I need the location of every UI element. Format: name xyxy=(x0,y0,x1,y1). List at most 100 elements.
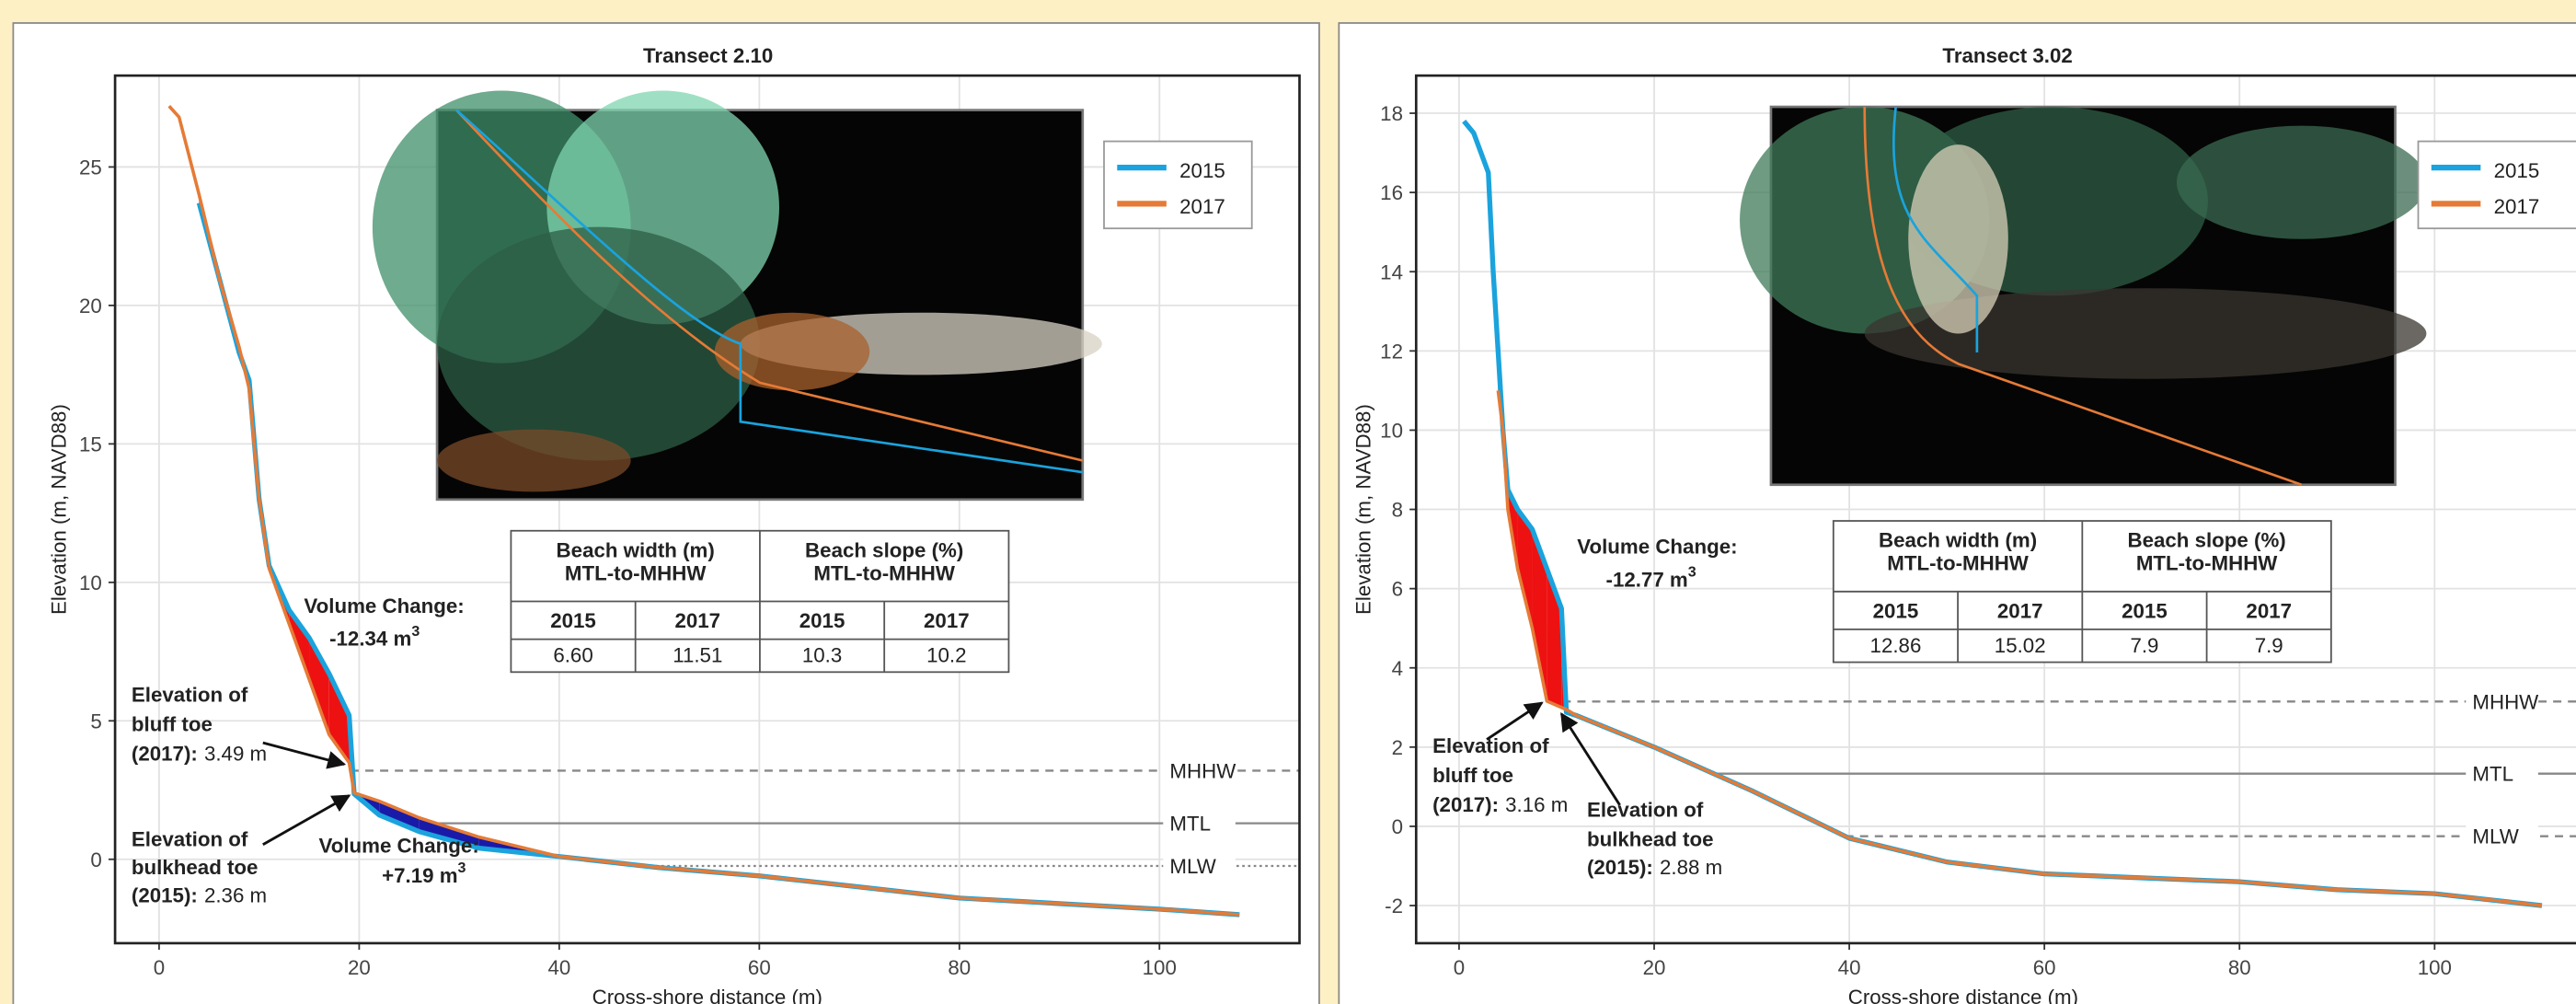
x-tick-label: 60 xyxy=(748,956,771,979)
legend-box xyxy=(1104,142,1252,229)
y-tick-label: 6 xyxy=(1392,578,1403,601)
x-tick-label: 40 xyxy=(547,956,570,979)
y-tick-label: 12 xyxy=(1380,340,1403,363)
y-tick-label: 14 xyxy=(1380,260,1403,283)
table-cell: 12.86 xyxy=(1870,634,1922,657)
y-tick-label: 0 xyxy=(1392,815,1403,838)
table-header: Beach slope (%) xyxy=(2127,529,2285,552)
annotation-bold: bulkhead toe xyxy=(132,856,259,879)
annotation-sup: 3 xyxy=(1688,564,1696,581)
y-tick-label: 10 xyxy=(79,571,102,594)
reference-label: MHHW xyxy=(2472,690,2538,713)
annotation-text: 3.16 m xyxy=(1505,793,1568,816)
image-texture xyxy=(715,313,869,391)
table-cell: 11.51 xyxy=(673,644,722,667)
annotation-bold: (2017): xyxy=(1432,793,1499,816)
annotation: bulkhead toe xyxy=(1587,828,1714,851)
point-cloud-image xyxy=(1740,107,2426,485)
table-cell: 10.3 xyxy=(802,644,842,667)
y-tick-label: 18 xyxy=(1380,102,1403,125)
y-tick-label: 25 xyxy=(79,156,102,179)
x-tick-label: 100 xyxy=(1143,956,1177,979)
annotation: Elevation of xyxy=(132,828,248,851)
y-axis-label: Elevation (m, NAVD88) xyxy=(1351,404,1374,615)
annotation-bold: Volume Change: xyxy=(318,835,478,858)
y-tick-label: 5 xyxy=(90,710,101,733)
x-tick-label: 20 xyxy=(1643,956,1666,979)
annotation-bold: (2017): xyxy=(132,743,198,766)
annotation-bold: bulkhead toe xyxy=(1587,828,1714,851)
y-axis-label: Elevation (m, NAVD88) xyxy=(48,404,71,615)
table-subheader: 2015 xyxy=(1873,599,1919,622)
annotation: Elevation of xyxy=(1587,798,1704,821)
annotation-bold: Volume Change: xyxy=(304,594,464,617)
annotation-text: 2.88 m xyxy=(1660,856,1722,879)
annotation-text: 2.36 m xyxy=(204,883,267,906)
legend-label: 2015 xyxy=(2494,159,2540,182)
reference-label: MTL xyxy=(1169,813,1211,836)
x-axis-label: Cross-shore distance (m) xyxy=(592,986,822,1004)
annotation: Volume Change: xyxy=(304,594,464,617)
y-tick-label: 20 xyxy=(79,294,102,317)
image-texture xyxy=(2177,126,2426,239)
table-header: MTL-to-MHHW xyxy=(813,561,955,584)
y-tick-label: 2 xyxy=(1392,736,1403,759)
legend-label: 2015 xyxy=(1179,159,1225,182)
table-cell: 7.9 xyxy=(2130,634,2158,657)
page: {"chart_data": [ {"type": "line", "title… xyxy=(0,0,2576,1004)
annotation-bold: bluff toe xyxy=(1432,764,1513,787)
annotation-bold: bluff toe xyxy=(132,713,213,736)
table-header: Beach width (m) xyxy=(557,538,715,561)
chart-title: Transect 2.10 xyxy=(643,44,773,67)
annotation: -12.77 m3 xyxy=(1606,564,1696,592)
table-subheader: 2017 xyxy=(674,609,720,632)
annotation: bluff toe xyxy=(132,713,213,736)
table-subheader: 2015 xyxy=(2122,599,2168,622)
table-subheader: 2015 xyxy=(799,609,845,632)
annotation-bold: (2015): xyxy=(132,883,198,906)
x-tick-label: 0 xyxy=(154,956,165,979)
annotation: bulkhead toe xyxy=(132,856,259,879)
point-cloud-image xyxy=(373,90,1102,499)
annotation-bold: -12.77 m xyxy=(1606,568,1688,591)
x-tick-label: 0 xyxy=(1454,956,1465,979)
y-tick-label: 16 xyxy=(1380,181,1403,204)
table-header: Beach width (m) xyxy=(1879,529,2037,552)
annotation-text: 3.49 m xyxy=(204,743,267,766)
legend-label: 2017 xyxy=(2494,195,2540,218)
reference-label: MTL xyxy=(2472,763,2513,786)
annotation-sup: 3 xyxy=(458,860,466,876)
table-cell: 6.60 xyxy=(553,644,592,667)
x-tick-label: 80 xyxy=(948,956,971,979)
annotation-bold: (2015): xyxy=(1587,856,1653,879)
x-tick-label: 60 xyxy=(2033,956,2056,979)
annotation: Volume Change: xyxy=(318,835,478,858)
chart-title: Transect 3.02 xyxy=(1942,44,2072,67)
x-axis-label: Cross-shore distance (m) xyxy=(1848,986,2078,1004)
chart: Transect 2.100510152025020406080100Cross… xyxy=(0,0,2576,1004)
image-texture xyxy=(437,227,760,461)
x-tick-label: 80 xyxy=(2228,956,2251,979)
table-header: MTL-to-MHHW xyxy=(1887,552,2029,575)
annotation: Volume Change: xyxy=(1577,536,1737,559)
y-tick-label: -2 xyxy=(1385,894,1403,917)
reference-label: MLW xyxy=(1169,855,1215,878)
table-cell: 10.2 xyxy=(926,644,966,667)
annotation-bold: Elevation of xyxy=(1587,798,1704,821)
image-texture xyxy=(437,430,631,492)
y-tick-label: 8 xyxy=(1392,499,1403,522)
annotation-bold: +7.19 m xyxy=(382,864,457,887)
annotation: +7.19 m3 xyxy=(382,860,466,887)
table-subheader: 2017 xyxy=(1997,599,2043,622)
legend-label: 2017 xyxy=(1179,195,1225,218)
reference-label: MHHW xyxy=(1169,759,1236,782)
x-tick-label: 40 xyxy=(1838,956,1861,979)
annotation-bold: Volume Change: xyxy=(1577,536,1737,559)
y-tick-label: 10 xyxy=(1380,419,1403,442)
y-tick-label: 15 xyxy=(79,433,102,456)
annotation: Elevation of xyxy=(132,683,248,706)
table-header: MTL-to-MHHW xyxy=(565,561,707,584)
annotation-bold: Elevation of xyxy=(132,828,248,851)
annotation-bold: -12.34 m xyxy=(329,628,411,651)
annotation-sup: 3 xyxy=(411,623,420,640)
